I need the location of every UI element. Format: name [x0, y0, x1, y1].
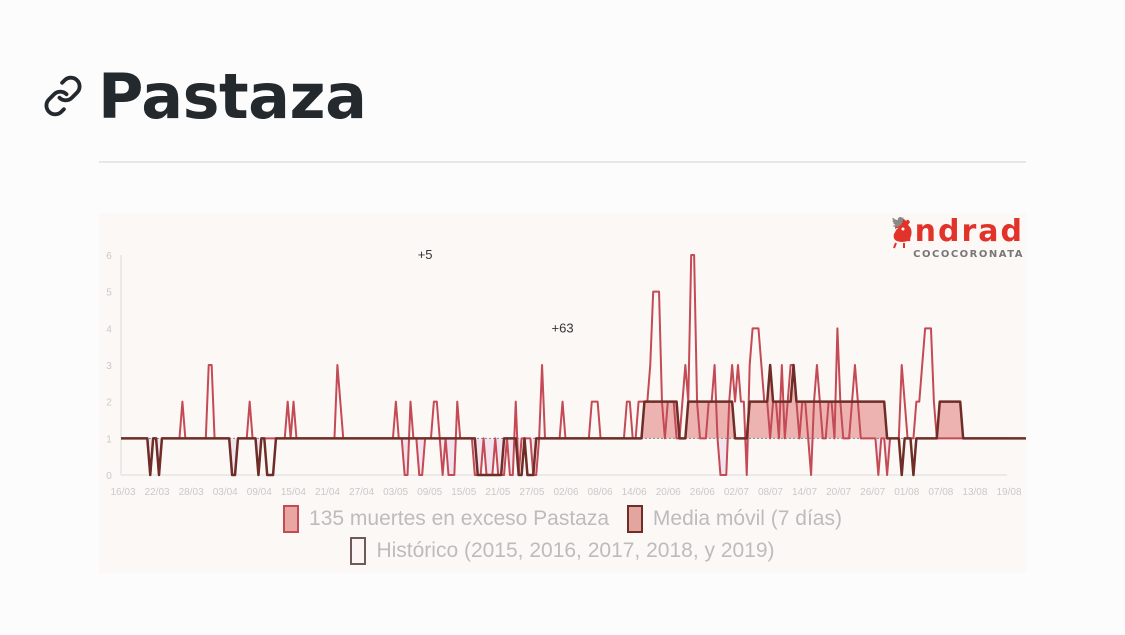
y-tick-label: 3: [106, 361, 112, 372]
brand-handle: COCOCORONATA: [913, 249, 1024, 260]
legend-label-historic: Histórico (2015, 2016, 2017, 2018, y 201…: [376, 539, 775, 562]
y-tick-label: 0: [106, 471, 112, 482]
x-tick-label: 20/07: [826, 487, 851, 498]
x-tick-label: 22/03: [145, 487, 170, 498]
x-tick-label: 02/06: [553, 487, 578, 498]
link-icon[interactable]: [40, 73, 86, 119]
x-tick-label: 03/04: [213, 487, 238, 498]
x-tick-label: 03/05: [383, 487, 408, 498]
series-excess-line: [121, 254, 1007, 476]
page-title: Pastaza: [98, 59, 367, 133]
x-tick-label: 09/04: [247, 487, 272, 498]
x-tick-label: 15/04: [281, 487, 306, 498]
legend-label-moving-average: Media móvil (7 días): [652, 507, 842, 530]
chart-svg: 0 1 2 3 4 5 6 16/03 22/03 28/03 03/04 09/04 15/04 21/…: [106, 247, 1026, 498]
twitter-icon: [892, 217, 905, 227]
x-tick-label: 02/07: [724, 487, 749, 498]
x-tick-label: 01/08: [894, 487, 919, 498]
x-tick-label: 15/05: [451, 487, 476, 498]
y-tick-label: 4: [106, 324, 112, 335]
x-tick-label: 20/06: [656, 487, 681, 498]
annotation-label: +63: [552, 320, 574, 335]
x-tick-label: 28/03: [179, 487, 204, 498]
x-tick-label: 21/05: [485, 487, 510, 498]
brand-logo: andrad COCOCORONATA: [892, 217, 1024, 260]
x-tick-label: 14/07: [792, 487, 817, 498]
x-tick-label: 26/06: [690, 487, 715, 498]
brand-handle-row: COCOCORONATA: [892, 217, 1024, 260]
series-moving-average-line: [121, 363, 1026, 477]
legend-item-moving-average: Media móvil (7 días): [626, 505, 842, 533]
legend-swatch-excess: [283, 505, 300, 533]
x-tick-label: 08/06: [588, 487, 613, 498]
legend-swatch-moving-average: [626, 505, 643, 533]
y-tick-label: 6: [106, 251, 112, 262]
chart-figure: 0 1 2 3 4 5 6 16/03 22/03 28/03 03/04 09/04 15/04 21/…: [99, 213, 1026, 573]
x-tick-label: 21/04: [315, 487, 340, 498]
x-tick-label: 27/05: [519, 487, 544, 498]
page-heading: Pastaza: [40, 56, 367, 136]
x-tick-label: 14/06: [622, 487, 647, 498]
legend-item-excess: 135 muertes en exceso Pastaza: [283, 505, 609, 533]
x-tick-label: 08/07: [758, 487, 783, 498]
rooster-logo-icon: [893, 219, 912, 249]
legend-swatch-historic: [350, 537, 367, 565]
legend-label-excess: 135 muertes en exceso Pastaza: [309, 507, 610, 530]
y-tick-label: 1: [106, 434, 112, 445]
heading-divider: [99, 161, 1026, 163]
x-tick-label: 07/08: [928, 487, 953, 498]
annotation-label: +5: [418, 247, 433, 262]
x-tick-label: 09/05: [417, 487, 442, 498]
y-tick-label: 5: [106, 288, 112, 299]
x-tick-label: 27/04: [349, 487, 374, 498]
x-tick-label: 26/07: [860, 487, 885, 498]
x-tick-label: 19/08: [996, 487, 1021, 498]
legend-row-2: Histórico (2015, 2016, 2017, 2018, y 201…: [99, 537, 1026, 571]
legend-row-1: 135 muertes en exceso Pastaza Media móvi…: [99, 505, 1026, 539]
deficit-area: [121, 438, 1007, 475]
x-tick-label: 13/08: [962, 487, 987, 498]
y-tick-label: 2: [106, 398, 112, 409]
brand-name: andrad: [892, 214, 1024, 249]
legend-item-historic: Histórico (2015, 2016, 2017, 2018, y 201…: [350, 537, 775, 565]
x-tick-label: 16/03: [110, 487, 135, 498]
